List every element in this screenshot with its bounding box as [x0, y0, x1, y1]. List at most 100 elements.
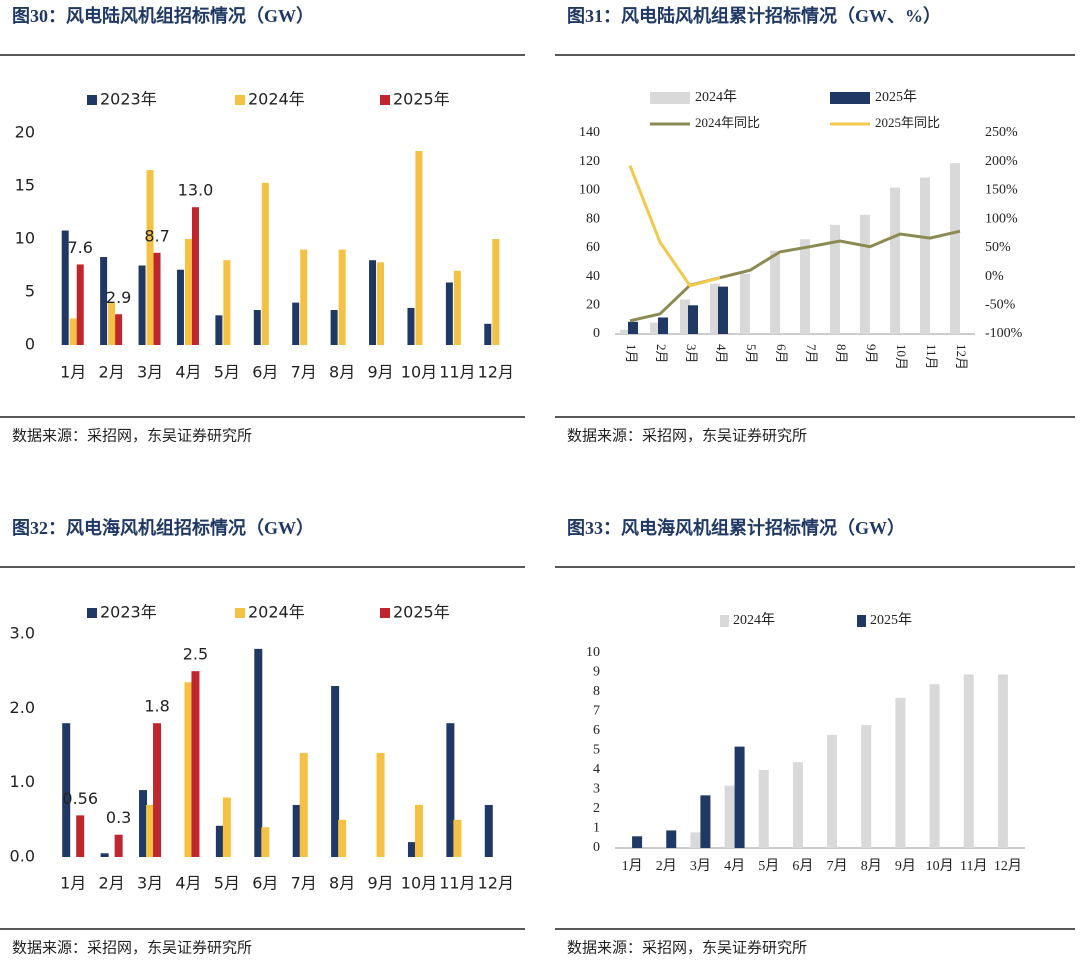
bar: [415, 151, 423, 345]
x-tick-label: 11月: [960, 858, 987, 874]
bar: [770, 250, 780, 334]
bar: [484, 804, 493, 857]
y2-tick-label: 150%: [985, 183, 1018, 198]
bar: [963, 674, 974, 848]
bar: [61, 230, 69, 345]
data-label: 2.9: [106, 288, 131, 307]
x-tick-label: 10月: [926, 858, 954, 874]
data-label: 7.6: [67, 238, 92, 257]
x-tick-label: 2月: [99, 874, 125, 893]
data-label: 8.7: [144, 226, 169, 245]
x-tick-label: 2月: [656, 858, 677, 874]
bar: [153, 723, 162, 857]
y-tick-label: 20: [586, 298, 600, 313]
bar: [299, 752, 308, 857]
source-note: 数据来源：采招网，东吴证券研究所: [12, 939, 252, 956]
legend-swatch: [650, 92, 690, 104]
legend-label: 2024年: [248, 603, 305, 622]
y-tick-label: 8: [593, 684, 600, 699]
x-tick-label: 2月: [654, 344, 669, 364]
y2-tick-label: 0%: [985, 269, 1004, 284]
y-tick-label: 5: [593, 743, 600, 758]
y-tick-label: 3: [593, 782, 600, 797]
bar: [827, 734, 838, 848]
bar: [191, 671, 200, 857]
bar: [184, 682, 193, 857]
x-tick-label: 8月: [329, 874, 355, 893]
data-label: 1.8: [144, 697, 169, 716]
bar: [740, 273, 750, 334]
chart-title: 图30：风电陆风机组招标情况（GW）: [12, 5, 314, 26]
bar: [292, 804, 301, 857]
y2-tick-label: 50%: [985, 240, 1011, 255]
bar: [215, 315, 223, 345]
bar: [997, 674, 1008, 848]
y2-tick-label: -50%: [985, 298, 1016, 313]
source-note: 数据来源：采招网，东吴证券研究所: [567, 939, 807, 956]
bar: [950, 163, 960, 334]
bar: [724, 785, 735, 848]
x-tick-label: 6月: [252, 363, 278, 382]
bar: [377, 262, 385, 345]
y-tick-label: 1.0: [10, 772, 35, 791]
x-tick-label: 4月: [714, 344, 729, 364]
legend-swatch: [235, 608, 245, 618]
bar: [331, 686, 340, 857]
chart-title: 图33：风电海风机组累计招标情况（GW）: [567, 517, 905, 538]
y-tick-label: 7: [593, 704, 600, 719]
x-tick-label: 7月: [291, 874, 317, 893]
bar: [62, 723, 71, 857]
x-tick-label: 10月: [401, 874, 437, 893]
bar: [861, 725, 872, 848]
legend-swatch: [235, 95, 245, 105]
bar: [929, 684, 940, 848]
bar: [628, 321, 638, 334]
bar: [445, 282, 453, 345]
bar: [330, 310, 338, 345]
legend-label: 2025年: [393, 90, 450, 109]
x-tick-label: 8月: [861, 858, 882, 874]
x-tick-label: 6月: [774, 344, 789, 364]
x-tick-label: 9月: [895, 858, 916, 874]
data-label: 0.3: [106, 808, 131, 827]
x-tick-label: 12月: [954, 344, 969, 370]
legend-label: 2025年同比: [875, 115, 940, 130]
bar: [338, 249, 346, 345]
bar: [650, 322, 660, 334]
legend-label: 2023年: [100, 90, 157, 109]
bar: [176, 269, 184, 345]
bar: [254, 648, 263, 857]
legend-label: 2024年: [248, 90, 305, 109]
x-tick-label: 10月: [401, 363, 437, 382]
x-tick-label: 12月: [994, 858, 1022, 874]
bar: [484, 323, 492, 345]
legend-swatch: [380, 95, 390, 105]
x-tick-label: 7月: [827, 858, 848, 874]
x-tick-label: 9月: [864, 344, 879, 364]
bar: [758, 770, 769, 848]
y-tick-label: 0: [593, 326, 600, 341]
y-tick-label: 100: [579, 183, 600, 198]
bar: [261, 827, 270, 857]
legend-swatch: [87, 608, 97, 618]
legend-label: 2023年: [100, 603, 157, 622]
y-tick-label: 10: [15, 229, 35, 248]
series-line: [628, 165, 721, 288]
bar: [76, 815, 85, 857]
y-tick-label: 10: [586, 645, 600, 660]
y-tick-label: 2: [593, 801, 600, 816]
y-tick-label: 6: [593, 723, 600, 738]
x-tick-label: 1月: [622, 858, 643, 874]
bar: [114, 834, 123, 857]
bar: [453, 270, 461, 345]
x-tick-label: 8月: [834, 344, 849, 364]
bar: [153, 252, 161, 345]
legend-swatch: [87, 95, 97, 105]
bar: [253, 310, 261, 345]
data-label: 2.5: [183, 645, 208, 664]
y-tick-label: 60: [586, 240, 600, 255]
x-tick-label: 12月: [478, 363, 514, 382]
x-tick-label: 3月: [684, 344, 699, 364]
